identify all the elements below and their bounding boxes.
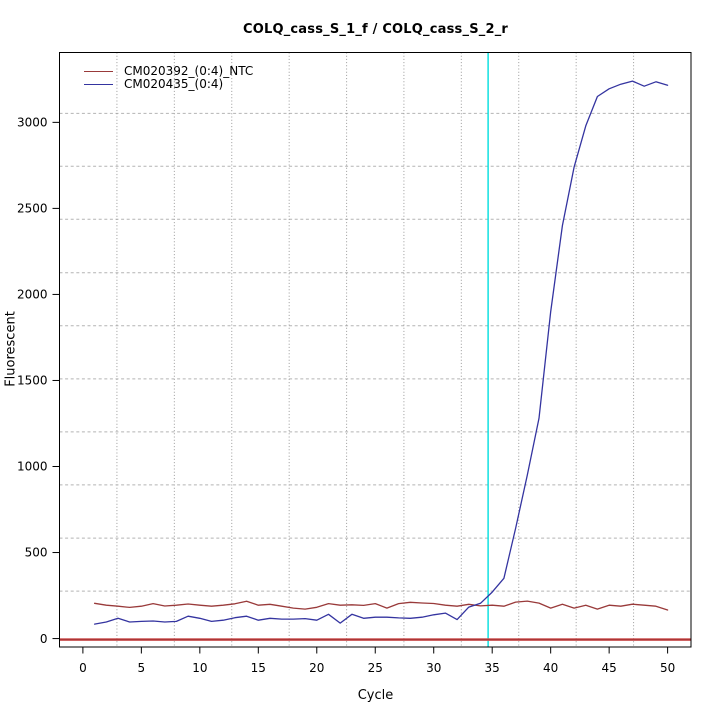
- y-tick-label: 0: [40, 632, 48, 646]
- x-tick-label: 35: [485, 661, 500, 675]
- x-tick-label: 40: [543, 661, 558, 675]
- legend-item-label: CM020435_(0:4): [124, 77, 224, 91]
- legend: CM020392_(0:4)_NTC CM020435_(0:4): [84, 65, 253, 91]
- x-tick-label: 30: [426, 661, 441, 675]
- x-tick-label: 5: [138, 661, 146, 675]
- x-tick-label: 10: [192, 661, 207, 675]
- x-tick-label: 25: [368, 661, 383, 675]
- y-tick-label: 3000: [17, 116, 48, 130]
- x-axis-label: Cycle: [357, 688, 394, 703]
- x-tick-label: 0: [79, 661, 87, 675]
- legend-line-swatch-sample: [84, 84, 113, 85]
- y-tick-label: 1500: [17, 374, 48, 388]
- x-tick-label: 50: [660, 661, 675, 675]
- x-tick-label: 20: [309, 661, 324, 675]
- plot-border: [59, 52, 692, 648]
- y-tick-label: 2500: [17, 202, 48, 216]
- x-tick-label: 15: [251, 661, 266, 675]
- x-tick-label: 45: [601, 661, 616, 675]
- chart-title: COLQ_cass_S_1_f / COLQ_cass_S_2_r: [242, 22, 509, 37]
- legend-item-label: CM020392_(0:4)_NTC: [124, 64, 254, 78]
- y-axis-label: Fluorescent: [3, 311, 19, 387]
- legend-item: CM020392_(0:4)_NTC: [84, 65, 253, 78]
- series-line-ntc: [93, 600, 669, 611]
- series-line-sample: [93, 80, 669, 625]
- legend-item: CM020435_(0:4): [84, 78, 253, 91]
- y-tick-label: 1000: [17, 460, 48, 474]
- y-tick-label: 500: [25, 546, 48, 560]
- y-tick-label: 2000: [17, 288, 48, 302]
- legend-line-swatch-ntc: [84, 71, 113, 72]
